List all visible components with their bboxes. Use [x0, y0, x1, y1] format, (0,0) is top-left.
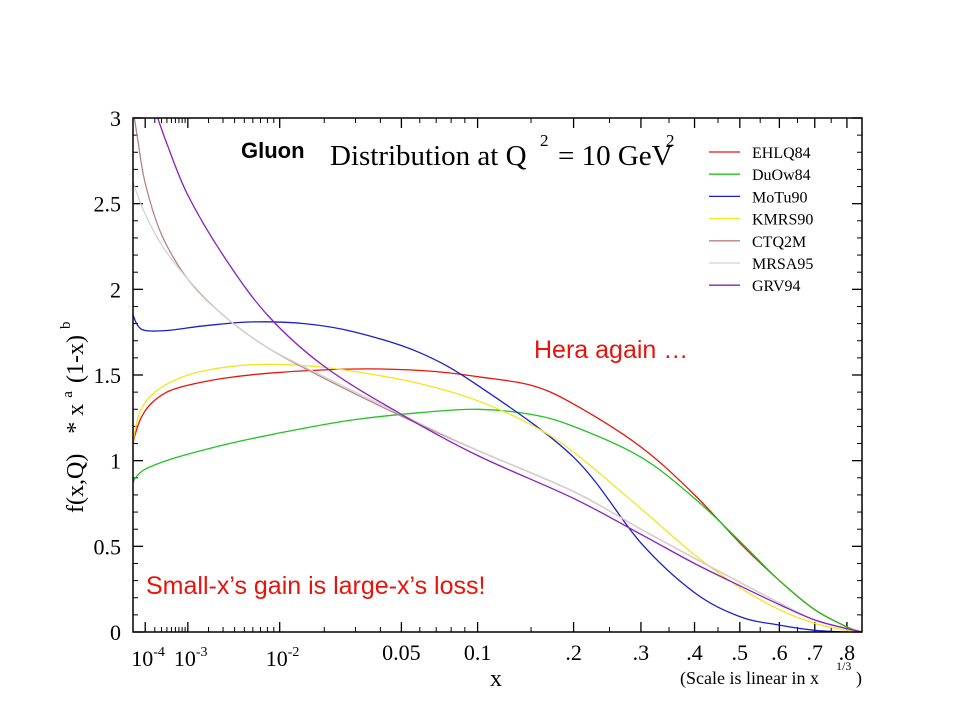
chart-title: Distribution at Q	[330, 140, 527, 172]
y-tick-label: 1.5	[94, 363, 122, 388]
scale-note: (Scale is linear in x	[680, 668, 819, 689]
title-gev-power: 2	[666, 131, 675, 150]
series-line-mrsa95	[133, 181, 862, 632]
scale-note-power: 1/3	[836, 659, 851, 673]
title-equals: = 10 GeV	[558, 140, 673, 172]
title-prefix: Gluon	[241, 138, 305, 163]
legend-label: CTQ2M	[752, 234, 806, 251]
series-line-duow84	[133, 408, 862, 632]
x-tick-label: .3	[633, 640, 650, 665]
x-tick-label: .8	[839, 640, 856, 665]
y-label-a: a	[60, 391, 76, 398]
series-line-grv94	[157, 118, 862, 632]
x-tick-label: 10-2	[266, 645, 300, 671]
scale-note-close: )	[856, 668, 862, 689]
x-tick-label: .2	[565, 640, 582, 665]
svg-text:f(x,Q) * x a: f(x,Q) * x a (1-x) b	[52, 322, 89, 513]
legend-label: DuOw84	[752, 167, 811, 184]
legend-label: KMRS90	[752, 212, 813, 229]
legend-label: MRSA95	[752, 256, 813, 273]
plot-frame	[132, 117, 863, 633]
y-label-main: f(x,Q)	[63, 454, 89, 513]
x-tick-label: 0.05	[382, 640, 421, 665]
title-q-power: 2	[540, 131, 549, 150]
x-tick-labels: 10-4 10-3 10-2 0.05 0.1 .2 .3 .4 .5 .6 .7 .8	[131, 640, 855, 671]
y-tick-labels: 0 0.5 1 1.5 2 2.5 3	[94, 106, 122, 645]
x-axis-label: x	[490, 666, 502, 692]
legend-label: GRV94	[752, 278, 801, 295]
series-line-motu90	[133, 314, 862, 632]
x-tick-label: .7	[807, 640, 824, 665]
small-x-gain-annotation: Small-x’s gain is large-x’s loss!	[146, 572, 485, 600]
x-tick-label: 10-3	[174, 645, 208, 671]
y-tick-label: 1	[110, 449, 121, 474]
y-label-b: b	[58, 322, 74, 330]
y-axis-label: f(x,Q) * x a (1-x) b	[52, 322, 89, 513]
x-tick-label: 0.1	[464, 640, 492, 665]
y-tick-label: 0.5	[94, 534, 122, 559]
series-curves	[133, 118, 862, 632]
x-tick-label: .5	[732, 640, 749, 665]
legend-label: MoTu90	[752, 189, 807, 206]
series-line-kmrs90	[133, 363, 862, 632]
hera-again-annotation: Hera again …	[534, 336, 688, 364]
legend: EHLQ84 DuOw84 MoTu90 KMRS90 CTQ2M MRSA95 GRV94	[709, 145, 813, 295]
y-tick-label: 0	[110, 620, 121, 645]
x-tick-label: 10-4	[131, 645, 165, 671]
y-tick-label: 2.5	[94, 192, 122, 217]
x-tick-label: .4	[686, 640, 703, 665]
legend-label: EHLQ84	[752, 145, 811, 162]
y-tick-label: 3	[110, 106, 121, 131]
y-tick-label: 2	[110, 277, 121, 302]
y-label-star-x: * x	[63, 404, 89, 434]
x-tick-label: .6	[771, 640, 788, 665]
y-label-one-minus-x: (1-x)	[63, 335, 89, 383]
